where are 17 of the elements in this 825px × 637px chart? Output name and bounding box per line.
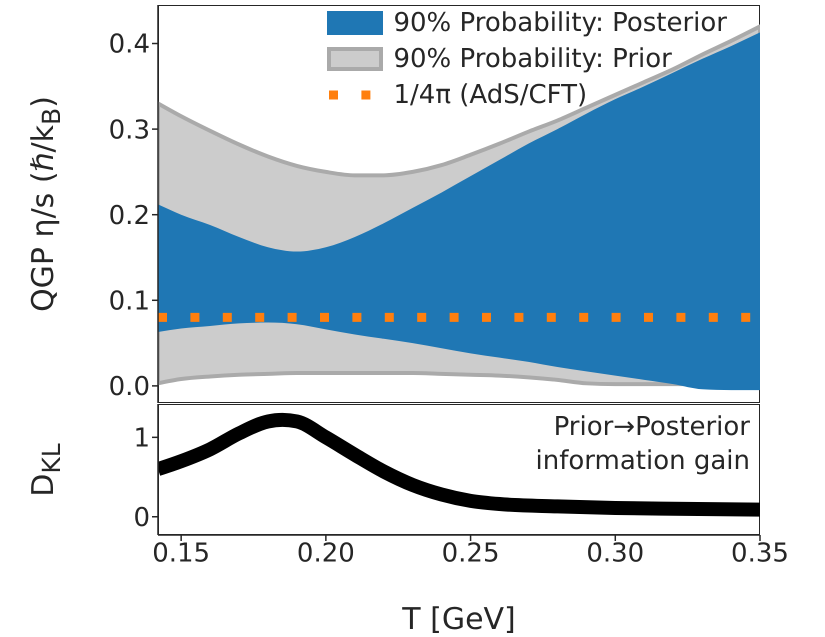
legend-label: 1/4π (AdS/CFT) [393, 80, 588, 110]
annotation: Prior→Posterior information gain [536, 411, 750, 478]
x-axis-title: T [GeV] [401, 602, 516, 637]
x-tick-label: 0.30 [586, 538, 644, 568]
y-tick-label: 1 [133, 424, 150, 454]
x-tick-label: 0.35 [731, 538, 789, 568]
x-tick-label: 0.15 [152, 538, 210, 568]
legend-label: 90% Probability: Posterior [393, 8, 727, 38]
y-tick-label: 0.1 [108, 286, 150, 317]
y-tick-label: 0 [133, 502, 150, 533]
x-tick-label: 0.20 [296, 538, 355, 568]
y-tick-label: 0.2 [108, 200, 150, 231]
x-tick-label: 0.25 [442, 538, 500, 568]
y-tick-label: 0.3 [108, 115, 150, 146]
y-tick-label: 0.0 [108, 372, 150, 402]
legend-label: 90% Probability: Prior [393, 44, 672, 74]
y-tick-label: 0.4 [108, 30, 150, 60]
